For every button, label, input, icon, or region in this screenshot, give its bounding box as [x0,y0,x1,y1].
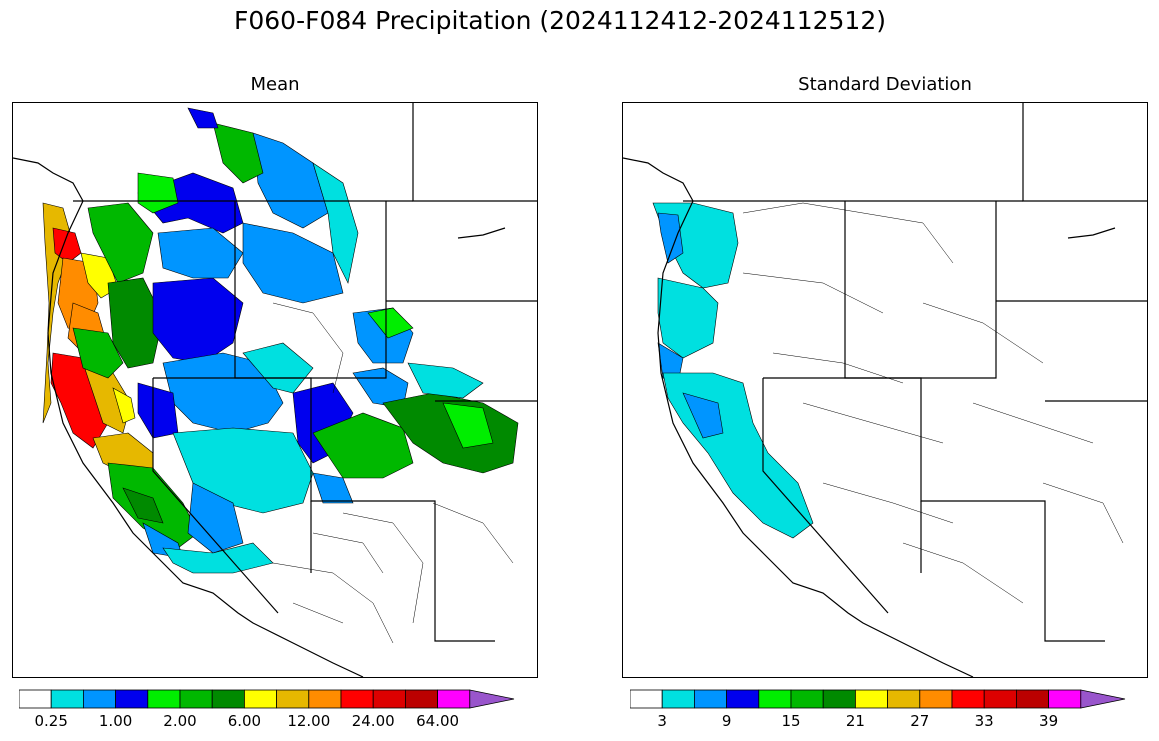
colorbar-extend-arrow [1080,689,1126,709]
figure-title: F060-F084 Precipitation (2024112412-2024… [233,6,886,35]
colorbar-segment [276,689,310,709]
colorbar-segment [372,689,406,709]
mean-panel-title: Mean [250,74,300,95]
colorbar-segment [308,689,342,709]
basin-region [252,132,329,229]
colorbar-tick-label: 24.00 [351,712,395,730]
basin-region [312,162,359,284]
colorbar-segment [630,689,663,709]
colorbar-tick-label: 1.00 [98,712,133,730]
colorbar-segment [179,689,213,709]
colorbar-tick-label: 15 [781,712,801,730]
basin-region [152,277,244,364]
colorbar-segment [211,689,245,709]
colorbar-segment [661,689,695,709]
basin-region [187,482,244,554]
mean-precip-map [12,102,538,678]
colorbar-segment [887,689,921,709]
basin-region [162,352,284,434]
colorbar-segment [1048,689,1082,709]
colorbar-segment [790,689,824,709]
basin-region [242,342,314,394]
colorbar-segment [822,689,856,709]
colorbar-tick-label: 0.25 [34,712,68,730]
basin-region [112,387,136,424]
colorbar-segment [147,689,181,709]
mean-colorbar [19,689,515,709]
basin-region [137,172,179,214]
colorbar-extend-arrow [469,689,515,709]
basin-region [72,327,124,379]
colorbar-segment [243,689,277,709]
colorbar-segment [19,689,52,709]
colorbar-segment [951,689,985,709]
colorbar-segment [404,689,438,709]
colorbar-tick-label: 21 [845,712,865,730]
colorbar-segment [83,689,117,709]
basin-region [657,212,684,264]
colorbar-tick-label: 33 [974,712,994,730]
basin-region [312,472,354,504]
colorbar-tick-label: 3 [657,712,667,730]
colorbar-tick-label: 2.00 [163,712,197,730]
basin-region [367,307,414,339]
std-precip-map [622,102,1148,678]
basin-region [242,222,344,304]
colorbar-segment [854,689,888,709]
basin-region [657,277,719,359]
colorbar-tick-label: 64.00 [416,712,460,730]
colorbar-segment [919,689,953,709]
basin-region [137,382,179,439]
colorbar-tick-label: 27 [910,712,930,730]
basin-region [682,392,724,439]
colorbar-segment [983,689,1017,709]
basin-region [162,542,274,574]
colorbar-segment [437,689,471,709]
colorbar-segment [1015,689,1049,709]
colorbar-tick-label: 9 [721,712,732,730]
basin-region [157,227,244,279]
basin-region [187,107,219,129]
colorbar-segment [758,689,792,709]
colorbar-tick-label: 12.00 [287,712,331,730]
std-colorbar [630,689,1126,709]
basin-region [122,487,164,524]
basin-region [407,362,484,399]
std-panel-title: Standard Deviation [798,74,972,95]
colorbar-tick-label: 6.00 [227,712,262,730]
colorbar-segment [340,689,374,709]
colorbar-segment [726,689,760,709]
colorbar-segment [115,689,149,709]
basin-region [442,402,494,449]
colorbar-segment [50,689,84,709]
basin-region [212,122,264,184]
colorbar-tick-label: 39 [1039,712,1059,730]
colorbar-segment [694,689,728,709]
basin-region [87,202,154,284]
